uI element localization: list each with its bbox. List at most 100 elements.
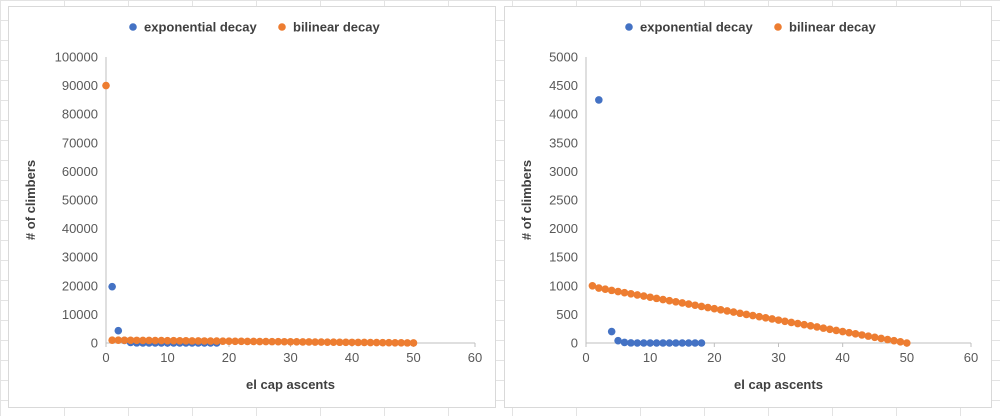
y-tick-label: 90000: [62, 78, 98, 93]
bilinear-decay-point: [329, 338, 338, 346]
bilinear-decay-point: [182, 337, 190, 345]
bilinear-decay-point: [305, 338, 313, 346]
bilinear-decay-point: [749, 311, 757, 320]
exponential-decay-point: [595, 96, 603, 104]
bilinear-decay-point: [268, 337, 276, 346]
bilinear-decay-point: [188, 337, 196, 345]
bilinear-decay-point: [607, 286, 616, 295]
exponential-decay-point: [659, 339, 667, 347]
legend-marker-bilinear: [774, 23, 782, 31]
y-tick-label: 100000: [55, 50, 98, 65]
bilinear-decay-point: [292, 338, 301, 346]
bilinear-decay-point: [761, 314, 770, 322]
bilinear-decay-point: [372, 338, 381, 347]
chart-right[interactable]: 0 10 20 30 40 50 60 0 500 1000 1500 2000 2500 3000 350…: [504, 6, 992, 408]
bilinear-decay-point: [255, 337, 264, 346]
bilinear-decay-point: [851, 330, 860, 338]
bilinear-decay-point: [157, 336, 166, 345]
bilinear-decay-point: [890, 336, 898, 345]
legend-marker-bilinear: [278, 23, 286, 31]
x-axis-title: el cap ascents: [246, 377, 335, 392]
bilinear-decay-point: [206, 337, 215, 345]
y-tick-label: 1000: [549, 278, 578, 293]
bilinear-decay-point: [838, 327, 847, 336]
exponential-decay-point: [691, 339, 699, 347]
bilinear-decay-point: [883, 335, 892, 344]
bilinear-decay-point: [378, 338, 387, 347]
bilinear-decay-point: [212, 337, 221, 345]
bilinear-decay-point: [678, 299, 687, 307]
y-tick-label: 2000: [549, 221, 578, 236]
bilinear-decay-point: [219, 337, 227, 345]
bilinear-decay-point: [360, 338, 369, 347]
bilinear-decay-point: [877, 334, 885, 343]
x-tick-label: 10: [643, 350, 657, 365]
exponential-decay-point: [614, 336, 622, 345]
y-tick-label: 0: [91, 336, 98, 351]
legend-marker-exponential: [129, 23, 137, 31]
legend-label-exponential: exponential decay: [144, 20, 257, 35]
bilinear-decay-point: [151, 336, 159, 345]
chart-left-svg: 0 10 20 30 40 50 60 0 10000 20000 30000 40000 50000 6…: [23, 20, 482, 393]
x-tick-label: 50: [900, 350, 914, 365]
y-tick-label: 20000: [62, 278, 98, 293]
y-tick-label: 4500: [549, 78, 578, 93]
bilinear-decay-point: [311, 338, 319, 346]
bilinear-decay-point: [826, 325, 834, 334]
bilinear-decay-point: [323, 338, 332, 346]
bilinear-decay-point: [793, 319, 802, 328]
bilinear-decay-point: [691, 301, 699, 310]
y-tick-label: 30000: [62, 250, 98, 265]
y-tick-label: 10000: [62, 307, 98, 322]
x-tick-label: 30: [771, 350, 785, 365]
chart-left[interactable]: 0 10 20 30 40 50 60 0 10000 20000 30000 40000 50000 6…: [8, 6, 496, 408]
bilinear-decay-point: [858, 331, 866, 339]
bilinear-decay-point: [768, 315, 776, 323]
chart-right-svg: 0 10 20 30 40 50 60 0 500 1000 1500 2000 2500 3000 350…: [519, 20, 978, 393]
x-tick-label: 10: [160, 350, 174, 365]
y-tick-label: 4000: [549, 107, 578, 122]
bilinear-decay-point: [286, 337, 295, 346]
exponential-decay-point: [646, 339, 654, 347]
bilinear-decay-point: [742, 310, 751, 319]
bilinear-decay-point: [896, 338, 905, 346]
legend-label-exponential: exponential decay: [640, 20, 753, 35]
bilinear-decay-point: [262, 337, 270, 346]
bilinear-decay-point: [280, 337, 289, 346]
y-tick-label: 50000: [62, 193, 98, 208]
y-tick-label: 2500: [549, 193, 578, 208]
bilinear-decay-point: [588, 282, 597, 290]
bilinear-decay-point: [672, 298, 680, 306]
bilinear-decay-point: [409, 339, 418, 347]
x-axis-title: el cap ascents: [734, 377, 823, 392]
bilinear-decay-point: [903, 339, 911, 347]
bilinear-decay-point: [342, 338, 350, 347]
bilinear-decay-point: [800, 320, 808, 329]
legend-label-bilinear: bilinear decay: [789, 20, 876, 35]
bilinear-decay-point: [832, 326, 841, 335]
bilinear-decay-point: [237, 337, 246, 346]
bilinear-decay-point: [684, 300, 693, 308]
bilinear-decay-point: [225, 337, 233, 346]
x-tick-label: 20: [222, 350, 236, 365]
bilinear-decay-point: [601, 285, 610, 294]
bilinear-decay-point: [845, 328, 853, 337]
bilinear-decay-point: [665, 296, 674, 305]
bilinear-decay-point: [348, 338, 356, 347]
bilinear-decay-point: [176, 336, 184, 345]
bilinear-decay-point: [299, 338, 307, 346]
y-tick-label: 40000: [62, 221, 98, 236]
bilinear-decay-point: [704, 303, 712, 312]
y-tick-label: 3000: [549, 164, 578, 179]
bilinear-decay-point: [787, 318, 796, 327]
exponential-decay-point: [665, 339, 674, 347]
bilinear-decay-point: [108, 336, 116, 344]
x-tick-label: 40: [835, 350, 849, 365]
bilinear-decay-point: [132, 336, 141, 345]
x-tick-label: 50: [406, 350, 420, 365]
exponential-decay-point: [639, 339, 648, 347]
bilinear-decay-point: [102, 81, 110, 90]
bilinear-decay-point: [126, 336, 135, 345]
bilinear-decay-point: [819, 324, 828, 332]
bilinear-decay-point: [169, 336, 178, 345]
